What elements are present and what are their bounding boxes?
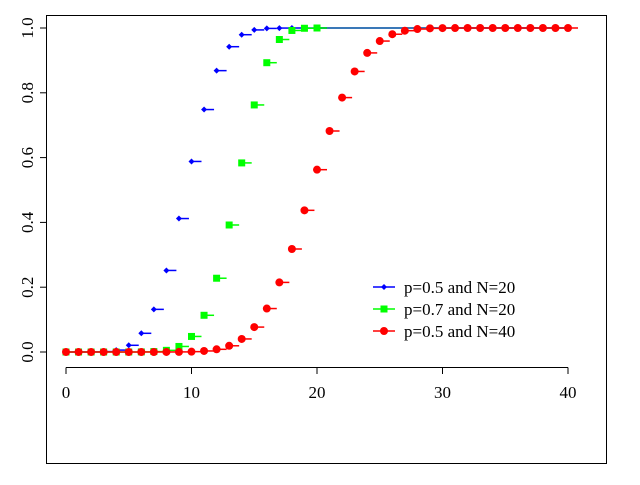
data-point bbox=[300, 206, 309, 215]
data-point bbox=[163, 267, 170, 274]
data-point bbox=[149, 348, 158, 356]
data-point bbox=[313, 165, 321, 174]
data-point bbox=[112, 348, 121, 356]
data-point bbox=[188, 332, 195, 340]
data-point bbox=[338, 93, 347, 102]
data-point bbox=[200, 346, 209, 355]
data-point bbox=[363, 48, 372, 57]
series-2 bbox=[62, 24, 327, 356]
x-tick-label: 0 bbox=[62, 383, 71, 402]
data-point bbox=[188, 158, 195, 165]
y-tick-label: 0.0 bbox=[18, 341, 37, 362]
data-point bbox=[262, 304, 271, 313]
data-point bbox=[476, 24, 485, 32]
data-point bbox=[526, 24, 535, 32]
data-point bbox=[463, 24, 472, 32]
data-point bbox=[400, 26, 409, 35]
data-point bbox=[225, 341, 234, 350]
y-tick-label: 0.4 bbox=[18, 211, 37, 233]
data-point bbox=[388, 30, 397, 39]
legend-label: p=0.7 and N=20 bbox=[404, 300, 515, 319]
data-point bbox=[200, 311, 208, 319]
legend: p=0.5 and N=20 p=0.7 and N=20 p=0.5 and N=… bbox=[373, 278, 515, 341]
data-point bbox=[325, 126, 334, 135]
axes: 0 10 20 30 40 0.0 0.2 0.4 0.6 0.8 1.0 bbox=[18, 17, 577, 402]
data-point bbox=[375, 37, 384, 46]
data-point bbox=[212, 345, 221, 354]
data-point bbox=[225, 221, 233, 229]
data-point bbox=[150, 306, 157, 313]
data-point bbox=[451, 24, 460, 33]
data-point bbox=[250, 323, 259, 332]
data-point bbox=[425, 24, 434, 33]
data-point bbox=[187, 347, 196, 356]
data-point bbox=[251, 26, 258, 33]
data-point bbox=[300, 24, 308, 32]
x-tick-label: 40 bbox=[560, 383, 577, 402]
x-tick-label: 30 bbox=[434, 383, 451, 402]
data-point bbox=[513, 24, 522, 32]
data-point bbox=[288, 26, 296, 34]
data-point bbox=[551, 24, 560, 32]
data-point bbox=[538, 24, 547, 32]
y-tick-label: 0.8 bbox=[18, 82, 37, 103]
series-1 bbox=[63, 25, 327, 355]
y-tick-label: 1.0 bbox=[18, 17, 37, 38]
data-point bbox=[62, 348, 70, 356]
data-point bbox=[501, 24, 510, 32]
data-point bbox=[138, 330, 145, 337]
data-point bbox=[175, 215, 182, 222]
data-point bbox=[201, 106, 208, 113]
data-point bbox=[162, 347, 171, 356]
data-point bbox=[350, 67, 359, 76]
data-point bbox=[488, 24, 497, 32]
x-tick-label: 10 bbox=[183, 383, 200, 402]
data-point bbox=[226, 43, 233, 50]
data-point bbox=[174, 347, 183, 356]
data-point bbox=[276, 25, 283, 32]
data-point bbox=[438, 24, 447, 33]
data-point bbox=[137, 348, 146, 356]
data-point bbox=[213, 67, 220, 74]
data-point bbox=[238, 159, 246, 167]
data-point bbox=[413, 25, 422, 34]
data-point bbox=[99, 348, 108, 356]
data-point bbox=[275, 278, 284, 287]
legend-label: p=0.5 and N=40 bbox=[404, 322, 515, 341]
data-point bbox=[275, 36, 283, 44]
data-point bbox=[213, 274, 221, 282]
data-point bbox=[564, 24, 572, 32]
data-point bbox=[87, 348, 96, 356]
legend-marker bbox=[381, 284, 387, 290]
data-point bbox=[237, 334, 246, 343]
data-point bbox=[263, 59, 271, 67]
data-point bbox=[74, 348, 83, 356]
data-point bbox=[125, 342, 132, 349]
data-point bbox=[250, 101, 258, 109]
data-point bbox=[124, 348, 133, 356]
data-point bbox=[238, 31, 245, 38]
y-tick-label: 0.2 bbox=[18, 277, 37, 298]
data-point bbox=[287, 245, 296, 254]
legend-marker bbox=[380, 327, 388, 335]
data-point bbox=[175, 342, 183, 350]
plot-box bbox=[46, 15, 607, 464]
legend-marker bbox=[380, 305, 388, 313]
x-tick-label: 20 bbox=[309, 383, 326, 402]
series-3 bbox=[62, 24, 578, 356]
data-marks bbox=[62, 24, 578, 356]
legend-label: p=0.5 and N=20 bbox=[404, 278, 515, 297]
data-point bbox=[263, 25, 270, 32]
data-point bbox=[313, 24, 321, 32]
y-tick-label: 0.6 bbox=[18, 147, 37, 168]
